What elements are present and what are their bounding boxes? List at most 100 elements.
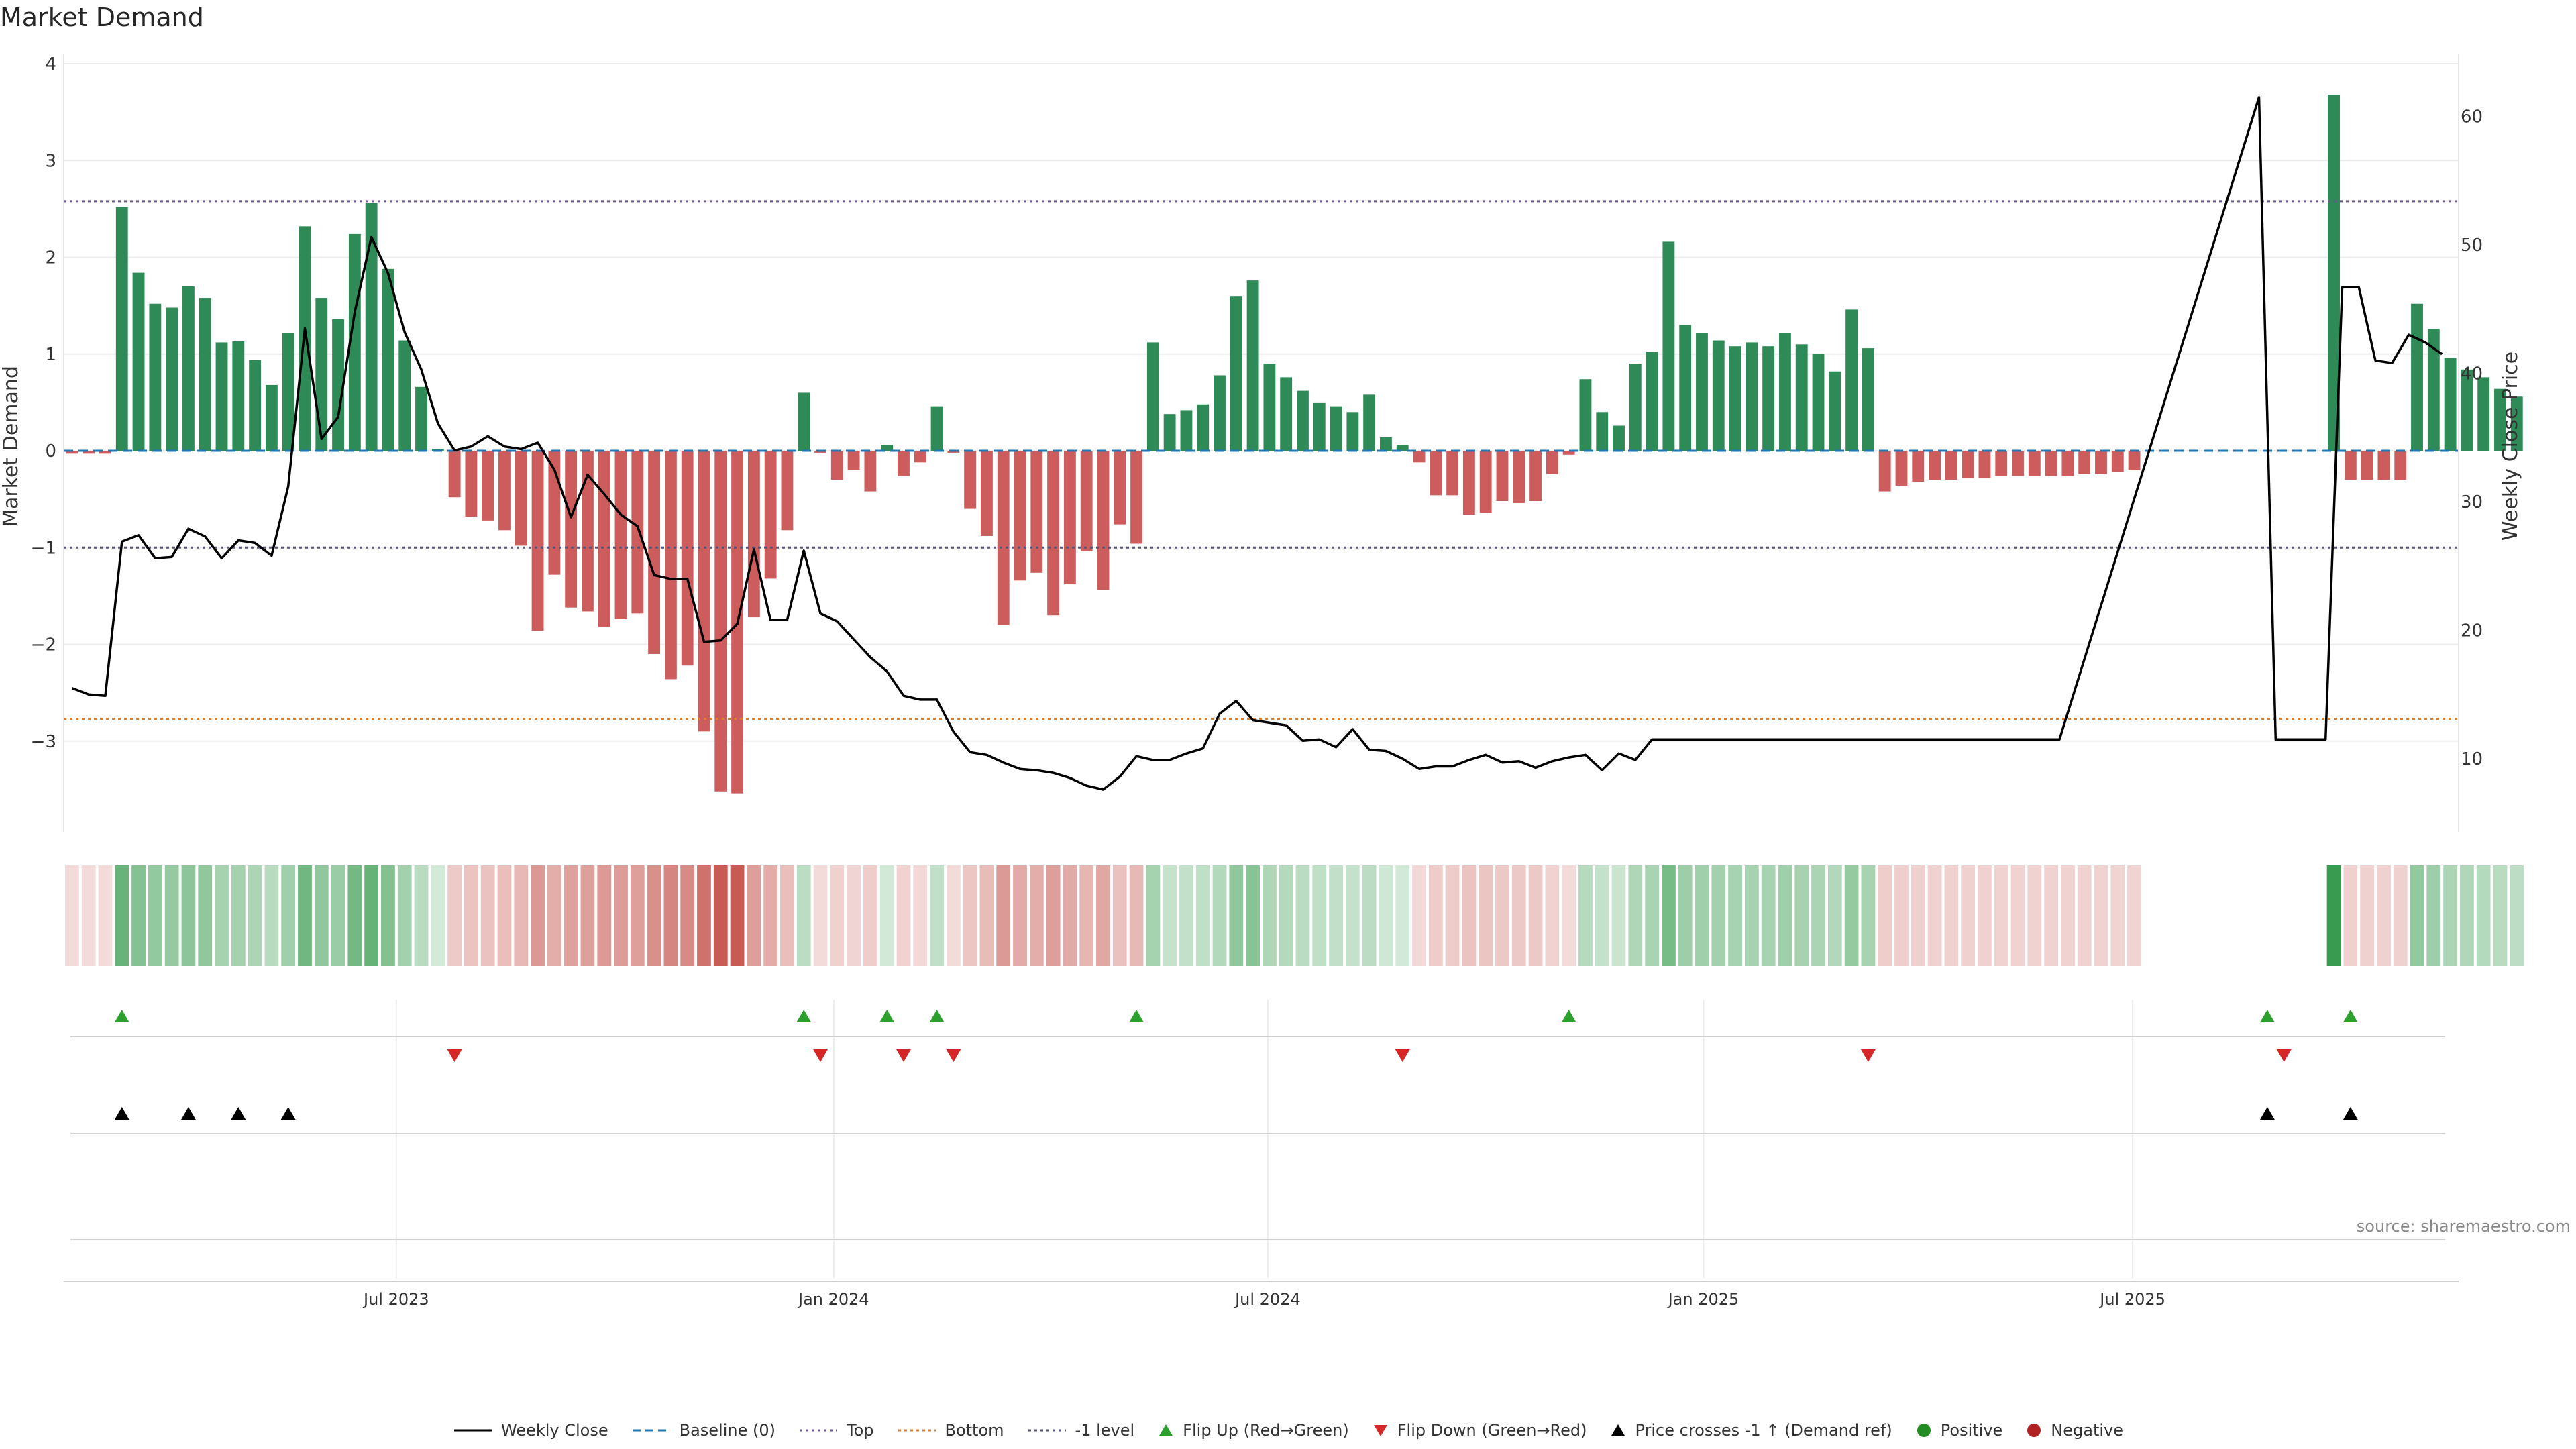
heat-cell [1545, 865, 1560, 966]
heat-cell [1046, 865, 1061, 966]
heat-cell [796, 865, 811, 966]
flip-down-marker [1395, 1049, 1410, 1062]
flip-up-marker [1129, 1010, 1144, 1022]
demand-bar [1030, 451, 1043, 573]
flip-down-marker [946, 1049, 961, 1062]
heat-cell [747, 865, 761, 966]
demand-bar [1662, 241, 1675, 451]
flip-up-marker [929, 1010, 945, 1022]
reference-lines [64, 200, 2459, 720]
legend-label: Weekly Close [500, 1421, 608, 1440]
heat-cell [381, 865, 395, 966]
heat-cell [979, 865, 994, 966]
legend-triangle [1611, 1424, 1625, 1436]
demand-bar [2045, 451, 2057, 476]
demand-bar [2361, 451, 2373, 480]
heat-cell [996, 865, 1011, 966]
heat-cell [331, 865, 345, 966]
y2-tick-label: 20 [2461, 621, 2483, 641]
gridlines [64, 63, 2459, 1278]
heat-cell [397, 865, 412, 966]
heat-cell [647, 865, 661, 966]
heat-cell [1944, 865, 1959, 966]
heat-cell [1528, 865, 1543, 966]
demand-bar [2328, 95, 2340, 451]
heat-cell [630, 865, 645, 966]
demand-bar [2111, 451, 2124, 472]
heat-cell [1645, 865, 1659, 966]
heat-cell [414, 865, 429, 966]
y-tick-label: 4 [45, 54, 56, 74]
heat-cell [1911, 865, 1925, 966]
demand-bar [1496, 451, 1509, 502]
heat-cell [1362, 865, 1377, 966]
demand-bar [981, 451, 993, 536]
heat-cell [847, 865, 861, 966]
legend-swatch [898, 1429, 936, 1432]
demand-bar [1396, 445, 1409, 451]
legend-triangle [1373, 1425, 1387, 1436]
demand-bar [1829, 371, 1841, 451]
demand-bar [1529, 451, 1542, 502]
heat-cell [2426, 865, 2441, 966]
heat-cell [1994, 865, 2008, 966]
heat-cell [2410, 865, 2424, 966]
price-cross-marker [180, 1107, 196, 1120]
legend-item: Flip Up (Red→Green) [1157, 1421, 1349, 1440]
heat-cell [1728, 865, 1742, 966]
signal-markers [70, 1010, 2445, 1240]
demand-bar [1346, 412, 1359, 451]
demand-bar [415, 386, 427, 451]
heat-cell [1163, 865, 1177, 966]
demand-bar [1995, 451, 2008, 476]
heat-cell [913, 865, 928, 966]
demand-bar [1596, 412, 1609, 451]
demand-bar [1080, 451, 1093, 552]
legend-label: Flip Up (Red→Green) [1183, 1421, 1349, 1440]
demand-bar [681, 451, 694, 666]
legend-label: -1 level [1075, 1421, 1135, 1440]
demand-bar [498, 451, 511, 531]
demand-bar [1795, 344, 1808, 451]
flip-down-marker [1860, 1049, 1876, 1062]
demand-bar [1762, 346, 1775, 451]
demand-bar [1912, 451, 1925, 482]
demand-bar [1413, 451, 1426, 463]
legend-swatch [1373, 1425, 1387, 1436]
heat-cell [1329, 865, 1343, 966]
heat-cell [2443, 865, 2457, 966]
heat-cell [2061, 865, 2075, 966]
demand-bar [249, 360, 262, 451]
demand-bar [1197, 404, 1210, 451]
demand-bar [1845, 309, 1858, 451]
legend-swatch [800, 1429, 837, 1432]
demand-bar [99, 451, 111, 454]
demand-bar [1014, 451, 1026, 581]
flip-up-marker [796, 1010, 812, 1022]
demand-bar [448, 451, 461, 498]
legend-label: Baseline (0) [679, 1421, 775, 1440]
x-tick-label: Jan 2024 [797, 1290, 869, 1309]
demand-bar [515, 451, 527, 546]
heat-cell [1978, 865, 1992, 966]
legend-label: Positive [1940, 1421, 2003, 1440]
legend-label: Top [847, 1421, 874, 1440]
legend-swatch [2027, 1424, 2041, 1437]
y-tick-label: 3 [45, 151, 56, 171]
y2-tick-label: 10 [2461, 749, 2483, 769]
demand-bar [614, 451, 627, 619]
demand-bar [398, 340, 411, 451]
heat-cell [2377, 865, 2391, 966]
y2-tick-label: 50 [2461, 235, 2483, 256]
flip-down-marker [813, 1049, 828, 1062]
flip-down-marker [2276, 1049, 2292, 1062]
heat-cell [347, 865, 362, 966]
demand-bar [1230, 296, 1242, 451]
heat-cell [1811, 865, 1825, 966]
demand-bar [1297, 390, 1309, 451]
demand-bar [2394, 451, 2407, 480]
demand-bar [2078, 451, 2091, 474]
demand-bar [2012, 451, 2024, 476]
heat-cell [231, 865, 246, 966]
source-note: source: sharemaestro.com [2356, 1217, 2571, 1236]
